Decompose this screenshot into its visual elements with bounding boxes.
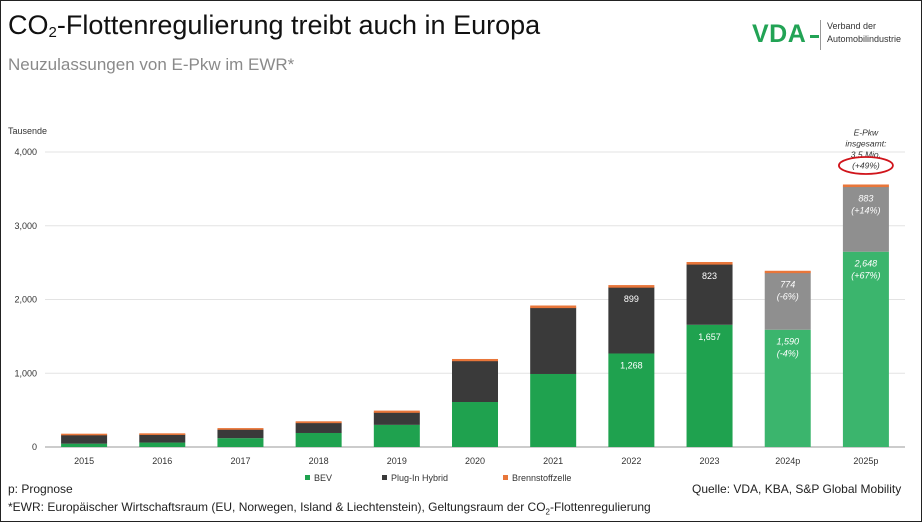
bar-bev <box>295 432 342 447</box>
y-tick-label: 0 <box>32 442 37 452</box>
phev-data-label: 823 <box>702 271 717 281</box>
bar-fcev <box>295 421 342 424</box>
footnote-part: *EWR: Europäischer Wirtschaftsraum (EU, … <box>8 500 546 514</box>
bar-fcev <box>530 305 577 309</box>
phev-data-label: 774 <box>780 280 795 290</box>
phev-change-label: (-6%) <box>777 292 799 302</box>
bev-data-label: 1,590 <box>776 337 799 347</box>
bar-bev <box>61 443 108 447</box>
bar-bev <box>608 353 655 447</box>
y-axis-title: Tausende <box>8 126 47 136</box>
bar-phev <box>217 429 264 439</box>
phev-data-label: 899 <box>624 294 639 304</box>
highlight-circle <box>838 156 894 175</box>
total-annotation: E-Pkw <box>854 127 879 137</box>
y-tick-label: 1,000 <box>14 368 37 378</box>
logo-bar-mark <box>810 35 819 38</box>
bar-fcev <box>842 184 889 188</box>
phev-data-label: 883 <box>858 194 873 204</box>
legend-swatch <box>382 475 387 480</box>
bar-fcev <box>764 270 811 274</box>
x-tick-label: 2022 <box>621 456 641 466</box>
legend-item-phev: Plug-In Hybrid <box>382 473 448 483</box>
logo-line: Verband der <box>827 21 877 31</box>
x-tick-label: 2023 <box>700 456 720 466</box>
bev-change-label: (+67%) <box>851 271 880 281</box>
total-annotation: 3.5 Mio. <box>851 149 881 159</box>
bar-fcev <box>452 358 498 362</box>
vda-logo: VDA Verband der Automobilindustrie <box>752 20 912 54</box>
x-tick-label: 2019 <box>387 456 407 466</box>
bar-phev <box>530 307 577 374</box>
x-tick-label: 2016 <box>152 456 172 466</box>
bar-fcev <box>608 285 655 288</box>
bar-phev <box>295 422 342 433</box>
logo-divider <box>820 20 821 50</box>
bar-phev <box>764 272 811 330</box>
logo-line: Automobilindustrie <box>827 34 902 44</box>
bar-phev <box>608 287 655 354</box>
bar-bev <box>530 373 577 447</box>
bar-bev <box>373 424 420 447</box>
x-tick-label: 2018 <box>309 456 329 466</box>
bev-data-label: 1,268 <box>620 360 643 370</box>
bar-bev <box>842 251 889 447</box>
x-tick-label: 2024p <box>775 456 800 466</box>
title-part: CO <box>8 10 49 40</box>
bar-phev <box>452 360 498 403</box>
bev-data-label: 1,657 <box>698 332 721 342</box>
legend-label: Brennstoffzelle <box>512 473 572 483</box>
bar-phev <box>373 412 420 425</box>
ewr-footnote: *EWR: Europäischer Wirtschaftsraum (EU, … <box>8 500 651 516</box>
legend-swatch <box>305 475 310 480</box>
forecast-note: p: Prognose <box>8 482 73 496</box>
total-annotation: (+49%) <box>852 160 880 170</box>
legend-swatch <box>503 475 508 480</box>
bar-phev <box>61 434 108 444</box>
page-title: CO2-Flottenregulierung treibt auch in Eu… <box>8 10 540 41</box>
bar-bev <box>217 438 264 447</box>
bar-fcev <box>217 428 264 430</box>
source-note: Quelle: VDA, KBA, S&P Global Mobility <box>692 482 902 496</box>
x-tick-label: 2021 <box>543 456 563 466</box>
bar-phev <box>686 264 733 325</box>
bar-bev <box>452 402 498 447</box>
title-part: -Flottenregulierung treibt auch in Europ… <box>56 10 541 40</box>
y-tick-label: 4,000 <box>14 147 37 157</box>
bar-bev <box>686 324 733 447</box>
phev-change-label: (+14%) <box>851 206 880 216</box>
title-subscript: 2 <box>48 24 57 41</box>
bar-fcev <box>139 433 186 435</box>
total-annotation: insgesamt: <box>845 138 887 148</box>
bev-data-label: 2,648 <box>854 259 878 269</box>
legend-label: BEV <box>314 473 333 483</box>
bar-bev <box>139 442 186 447</box>
legend-item-fcev: Brennstoffzelle <box>503 473 571 483</box>
x-tick-label: 2017 <box>230 456 250 466</box>
footnote-part: -Flottenregulierung <box>550 500 651 514</box>
x-tick-label: 2025p <box>853 456 878 466</box>
x-tick-label: 2020 <box>465 456 485 466</box>
bar-bev <box>764 329 811 447</box>
y-tick-label: 3,000 <box>14 221 37 231</box>
x-tick-label: 2015 <box>74 456 94 466</box>
logo-text: VDA <box>752 20 807 48</box>
bar-phev <box>139 434 186 443</box>
bar-fcev <box>686 261 733 265</box>
legend-item-bev: BEV <box>305 473 332 483</box>
legend-label: Plug-In Hybrid <box>391 473 449 483</box>
page-subtitle: Neuzulassungen von E-Pkw im EWR* <box>8 55 295 74</box>
logo-subtext: Verband der Automobilindustrie <box>827 20 901 46</box>
bev-change-label: (-4%) <box>777 349 799 359</box>
footnote-subscript: 2 <box>545 507 550 517</box>
bar-phev <box>842 186 889 252</box>
bar-fcev <box>61 433 108 436</box>
bar-fcev <box>373 410 420 413</box>
y-tick-label: 2,000 <box>14 295 37 305</box>
